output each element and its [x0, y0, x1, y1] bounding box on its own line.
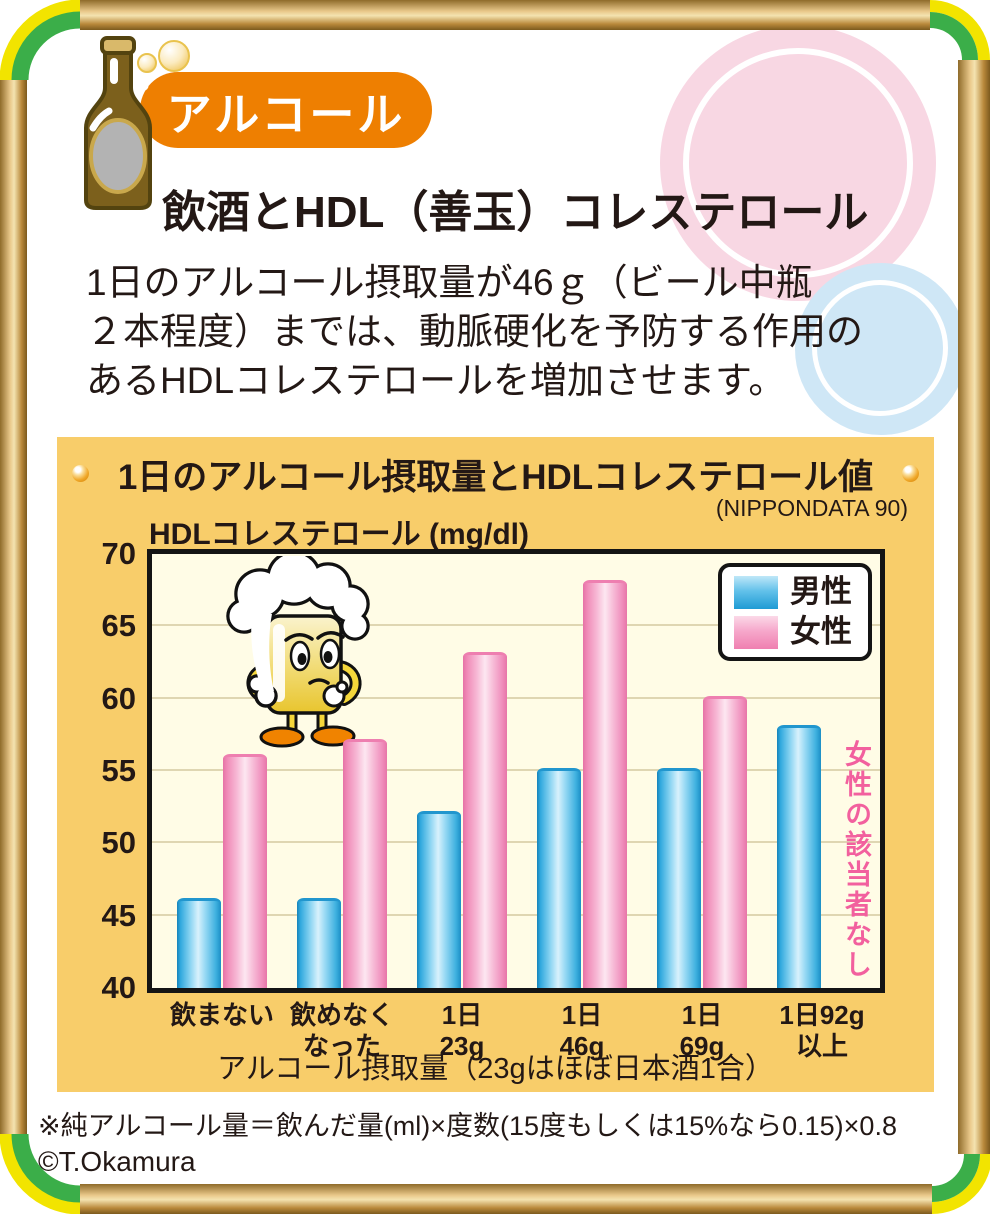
bead-icon — [72, 465, 89, 482]
bar-女性-1 — [223, 753, 267, 988]
legend-row-female: 女性 — [734, 615, 852, 649]
bar-男性-4 — [537, 768, 581, 988]
legend-row-male: 男性 — [734, 575, 852, 609]
intro-text: 1日のアルコール摂取量が46ｇ（ビール中瓶 ２本程度）までは、動脈硬化を予防する… — [86, 262, 863, 401]
chart-panel: 1日のアルコール摂取量とHDLコレステロール値 (NIPPONDATA 90) … — [57, 437, 934, 1092]
no-female-annotation: 女性の該当者なし — [841, 740, 871, 980]
gridline — [152, 696, 880, 699]
bar-男性-2 — [297, 898, 341, 988]
beer-bottle-icon — [84, 36, 152, 210]
bubbles-icon — [137, 40, 190, 91]
x-category-label: 飲めなく なった — [289, 1000, 394, 1061]
y-tick-label: 60 — [101, 680, 136, 716]
y-tick-label: 55 — [101, 753, 136, 788]
x-category-label: 飲まない — [169, 1000, 274, 1030]
plot-area: 男性 女性 女性の該当者なし 40 45 50 55 60 65 70 飲まない 飲めなく なっ… — [102, 537, 885, 1061]
x-category-label: 1日 46g — [559, 1000, 605, 1061]
x-category-label: 1日92g 以上 — [779, 1000, 865, 1061]
bar-女性-4 — [583, 579, 627, 988]
bead-icon — [902, 465, 919, 482]
legend-female-label: 女性 — [790, 614, 852, 649]
x-axis-title: アルコール摂取量（23gはほぼ日本酒1合） — [217, 1053, 774, 1085]
bar-男性-1 — [177, 898, 221, 988]
copyright: ©T.Okamura — [38, 1146, 196, 1177]
bar-女性-2 — [343, 739, 387, 988]
footnote: ※純アルコール量＝飲んだ量(ml)×度数(15度もしくは15%なら0.15)×0… — [38, 1111, 897, 1141]
gridline — [152, 913, 880, 916]
bar-男性-6 — [777, 724, 821, 988]
alcohol-badge-label: アルコール — [166, 88, 406, 140]
deco-circle-pink-ring — [683, 48, 913, 278]
data-source-label: (NIPPONDATA 90) — [715, 495, 908, 521]
gridline — [152, 624, 880, 627]
x-category-label: 1日 23g — [439, 1000, 485, 1061]
gridline — [152, 841, 880, 844]
bar-男性-5 — [657, 768, 701, 988]
y-tick-label: 65 — [101, 608, 136, 644]
deco-circle-blue-ring — [812, 280, 948, 416]
panel-title: 1日のアルコール摂取量とHDLコレステロール値 — [117, 458, 874, 497]
alcohol-badge: アルコール — [140, 72, 432, 148]
page-title: 飲酒とHDL（善玉）コレステロール — [162, 188, 869, 237]
legend-male-swatch-icon — [734, 575, 778, 609]
bar-男性-3 — [417, 811, 461, 988]
x-category-label: 1日 69g — [679, 1000, 725, 1061]
y-tick-label: 70 — [101, 536, 136, 571]
y-axis-title: HDLコレステロール (mg/dl) — [149, 518, 529, 551]
gridline — [152, 769, 880, 771]
y-tick-label: 45 — [101, 897, 136, 933]
bar-女性-3 — [463, 652, 507, 988]
chart-legend: 男性 女性 — [718, 563, 872, 661]
y-tick-label: 40 — [101, 970, 136, 1005]
legend-female-swatch-icon — [734, 615, 778, 649]
beer-mug-mascot-icon — [226, 556, 370, 748]
legend-male-label: 男性 — [790, 574, 852, 609]
y-tick-label: 50 — [101, 825, 136, 861]
bar-女性-5 — [703, 695, 747, 988]
